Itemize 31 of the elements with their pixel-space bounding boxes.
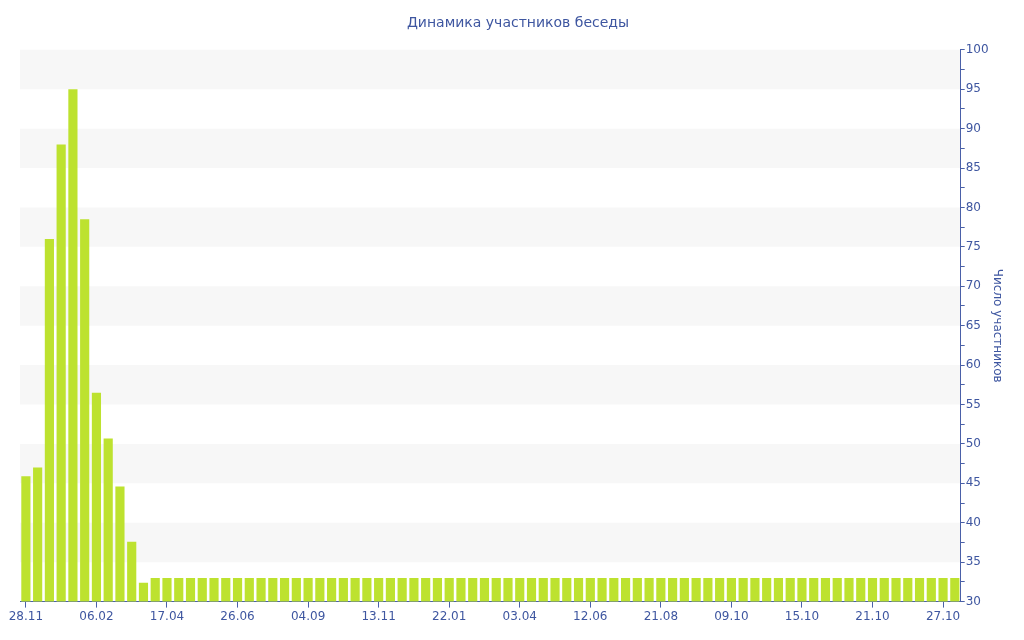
x-tick-label: 15.10 [784, 608, 820, 623]
x-tick-label: 03.04 [502, 608, 537, 623]
y-tick-label: 70 [965, 278, 981, 293]
x-tick-label: 12.06 [573, 608, 608, 623]
y-tick-label: 60 [965, 357, 981, 372]
x-tick-label: 09.10 [714, 608, 749, 623]
y-tick-label: 90 [965, 120, 981, 135]
x-tick-label: 22.01 [432, 608, 467, 623]
x-tick-label: 26.06 [220, 608, 255, 623]
y-tick-label: 80 [965, 199, 981, 214]
x-tick-label: 04.09 [290, 608, 326, 623]
y-tick-label: 40 [965, 514, 981, 529]
y-tick-label: 65 [965, 317, 981, 332]
y-tick-label: 50 [965, 436, 981, 451]
y-axis-title: Число участников [990, 268, 1005, 383]
y-tick-label: 100 [965, 41, 989, 56]
chart-title: Динамика участников беседы [406, 14, 630, 31]
y-tick-label: 75 [965, 239, 981, 253]
y-tick-label: 85 [965, 160, 981, 175]
x-tick-label: 28.11 [8, 608, 44, 623]
x-tick-label: 13.11 [361, 608, 396, 623]
y-tick-label: 55 [965, 396, 981, 411]
x-tick-label: 21.10 [855, 608, 890, 623]
x-tick-label: 21.08 [643, 608, 679, 623]
y-tick-label: 35 [965, 554, 981, 569]
x-tick-label: 06.02 [79, 608, 114, 623]
x-tick-label: 17.04 [149, 608, 185, 623]
y-tick-label: 30 [965, 593, 981, 608]
y-tick-label: 45 [965, 475, 981, 490]
x-tick-label: 27.10 [925, 608, 961, 623]
y-tick-label: 95 [965, 81, 981, 96]
